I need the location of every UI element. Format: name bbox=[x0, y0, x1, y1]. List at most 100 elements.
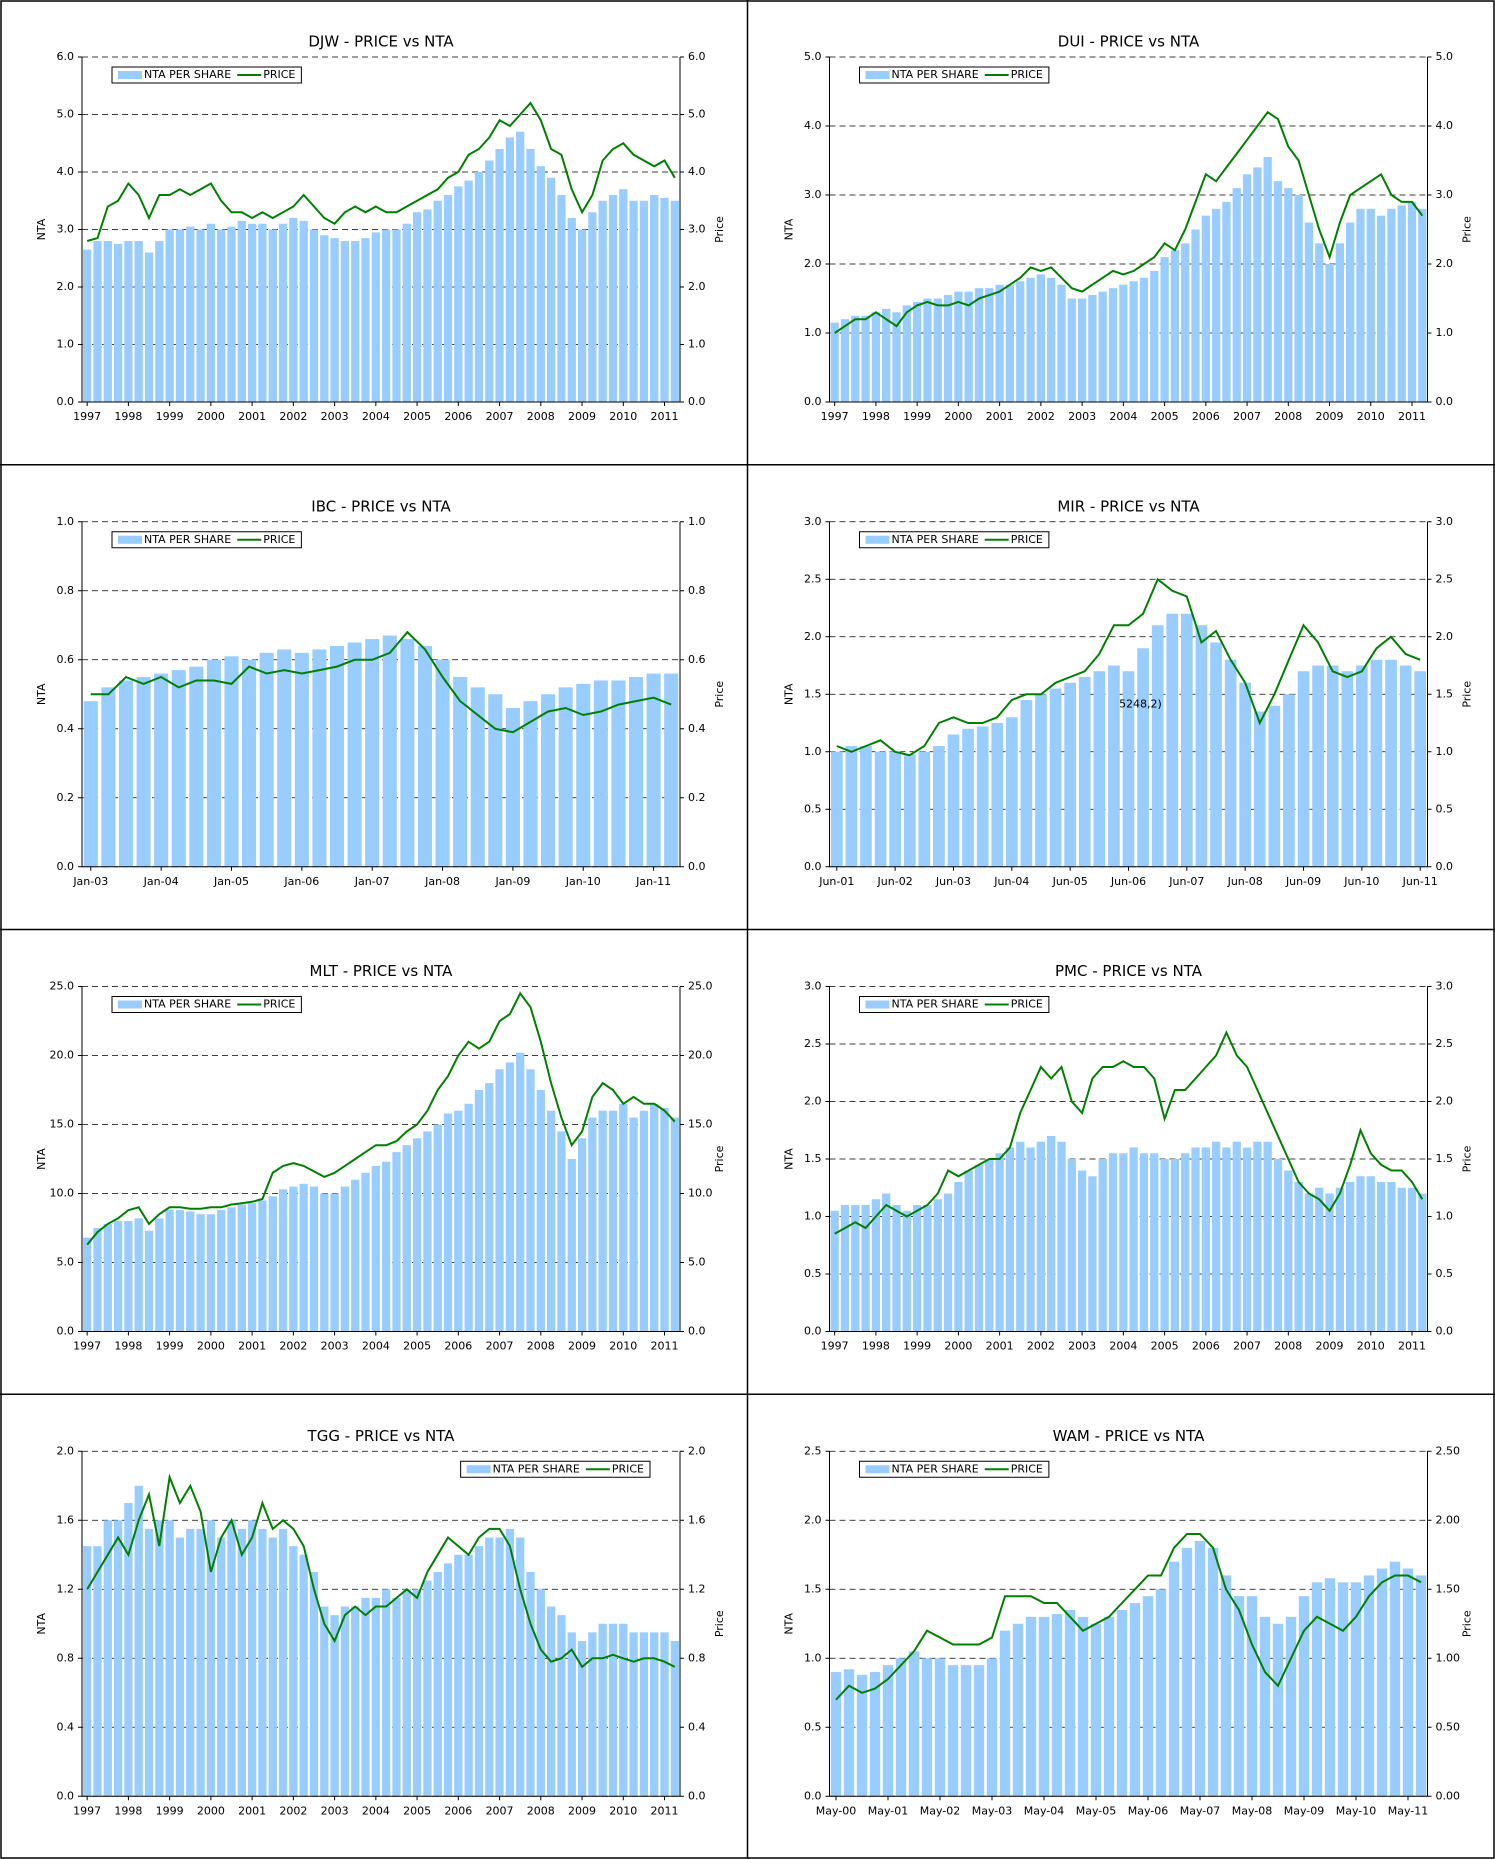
x-tick-label: 2007 bbox=[486, 1340, 514, 1353]
x-tick-label: Jan-06 bbox=[283, 875, 319, 888]
x-tick-label: May-01 bbox=[868, 1804, 909, 1817]
x-tick-label: 2005 bbox=[1151, 1340, 1179, 1353]
bar bbox=[1103, 1616, 1115, 1797]
bar bbox=[1414, 671, 1427, 867]
bar bbox=[1366, 208, 1375, 402]
bar bbox=[1341, 671, 1354, 867]
x-tick-label: 2003 bbox=[1068, 410, 1096, 423]
bar bbox=[309, 1572, 319, 1797]
bar bbox=[113, 243, 123, 402]
y2-tick-label: 3.0 bbox=[1436, 980, 1454, 993]
x-tick-label: Jun-06 bbox=[1110, 875, 1146, 888]
x-tick-label: 1997 bbox=[73, 1804, 101, 1817]
bar bbox=[1385, 659, 1397, 867]
legend-box bbox=[111, 996, 302, 1013]
x-tick-label: May-06 bbox=[1128, 1804, 1169, 1817]
x-tick-label: 2011 bbox=[1398, 410, 1426, 423]
bar bbox=[1151, 625, 1164, 867]
y-tick-label: 2.5 bbox=[804, 1444, 822, 1457]
x-tick-label: 2009 bbox=[1316, 410, 1344, 423]
x-tick-label: 1998 bbox=[862, 1340, 890, 1353]
y-tick-label: 10.0 bbox=[50, 1187, 75, 1200]
bar bbox=[882, 1665, 894, 1797]
y2-tick-label: 2.0 bbox=[1436, 257, 1454, 270]
bar bbox=[259, 652, 274, 867]
bar bbox=[629, 1632, 638, 1797]
x-tick-label: 2002 bbox=[279, 1340, 307, 1353]
x-tick-label: 2010 bbox=[1357, 410, 1385, 423]
x-tick-label: Jan-10 bbox=[565, 875, 601, 888]
bar bbox=[1220, 1575, 1232, 1797]
y2-tick-label: 0.0 bbox=[1436, 860, 1454, 873]
bar bbox=[1129, 1147, 1138, 1332]
bar bbox=[340, 1186, 350, 1332]
legend-label: PRICE bbox=[1011, 1462, 1043, 1475]
bar bbox=[1350, 1582, 1362, 1797]
annotation: 5248,2) bbox=[1119, 698, 1162, 711]
bar bbox=[1116, 1609, 1128, 1797]
y2-tick-label: 0.4 bbox=[688, 1720, 706, 1733]
x-tick-label: Jun-11 bbox=[1402, 875, 1438, 888]
bar bbox=[247, 1203, 257, 1332]
bar bbox=[1088, 1176, 1097, 1332]
y2-tick-label: 2.0 bbox=[1436, 1095, 1454, 1108]
y-tick-label: 0.0 bbox=[57, 860, 75, 873]
bar bbox=[843, 1669, 855, 1797]
bar bbox=[546, 177, 556, 402]
bar bbox=[567, 1632, 576, 1797]
bar bbox=[1224, 659, 1237, 867]
bar bbox=[330, 1615, 339, 1797]
y-tick-label: 20.0 bbox=[50, 1049, 75, 1062]
x-tick-label: 2003 bbox=[321, 1804, 349, 1817]
bar bbox=[361, 1597, 370, 1797]
bar bbox=[189, 666, 204, 867]
bar bbox=[588, 212, 597, 402]
x-tick-label: 1999 bbox=[903, 1340, 931, 1353]
bar bbox=[670, 1641, 679, 1797]
bar bbox=[340, 241, 350, 402]
y2-tick-label: 2.5 bbox=[1436, 572, 1454, 585]
x-tick-label: 2009 bbox=[1316, 1340, 1344, 1353]
y-tick-label: 1.5 bbox=[804, 1582, 822, 1595]
bar bbox=[1389, 1561, 1401, 1797]
bar bbox=[1064, 682, 1076, 867]
bar bbox=[1246, 1596, 1258, 1797]
bar bbox=[934, 1658, 946, 1797]
bar bbox=[1370, 659, 1383, 867]
y-tick-label: 0.0 bbox=[804, 395, 822, 408]
bar bbox=[277, 649, 292, 867]
bar bbox=[278, 1189, 288, 1332]
legend-label: NTA PER SHARE bbox=[892, 68, 979, 81]
bar bbox=[557, 1615, 566, 1797]
x-tick-label: 2006 bbox=[1192, 1340, 1220, 1353]
x-tick-label: 2001 bbox=[238, 1804, 266, 1817]
bar bbox=[947, 734, 960, 867]
bar bbox=[165, 1520, 174, 1797]
bar bbox=[999, 1630, 1011, 1797]
y-tick-label: 5.0 bbox=[57, 1256, 75, 1269]
y2-tick-label: 0.2 bbox=[688, 791, 706, 804]
bar bbox=[1294, 1182, 1303, 1332]
bar bbox=[144, 1230, 154, 1332]
x-tick-label: 1998 bbox=[114, 1804, 142, 1817]
bar bbox=[227, 1520, 236, 1797]
x-tick-label: 2009 bbox=[568, 1804, 596, 1817]
bar bbox=[1273, 181, 1283, 402]
x-tick-label: 2011 bbox=[651, 1340, 679, 1353]
y-tick-label: 15.0 bbox=[50, 1118, 75, 1131]
bar bbox=[954, 291, 963, 402]
bar bbox=[1376, 1182, 1386, 1332]
bar bbox=[546, 1606, 556, 1797]
bar bbox=[874, 751, 887, 867]
bar bbox=[619, 189, 628, 402]
bar bbox=[340, 1606, 350, 1797]
legend-label: NTA PER SHARE bbox=[144, 998, 231, 1011]
bar bbox=[309, 1186, 319, 1332]
bar bbox=[933, 298, 942, 402]
bar bbox=[371, 1597, 380, 1797]
bar bbox=[1057, 1141, 1066, 1332]
bar bbox=[103, 1223, 112, 1332]
x-tick-label: 2001 bbox=[238, 1340, 266, 1353]
bar bbox=[908, 1651, 920, 1797]
bar bbox=[93, 1228, 102, 1332]
